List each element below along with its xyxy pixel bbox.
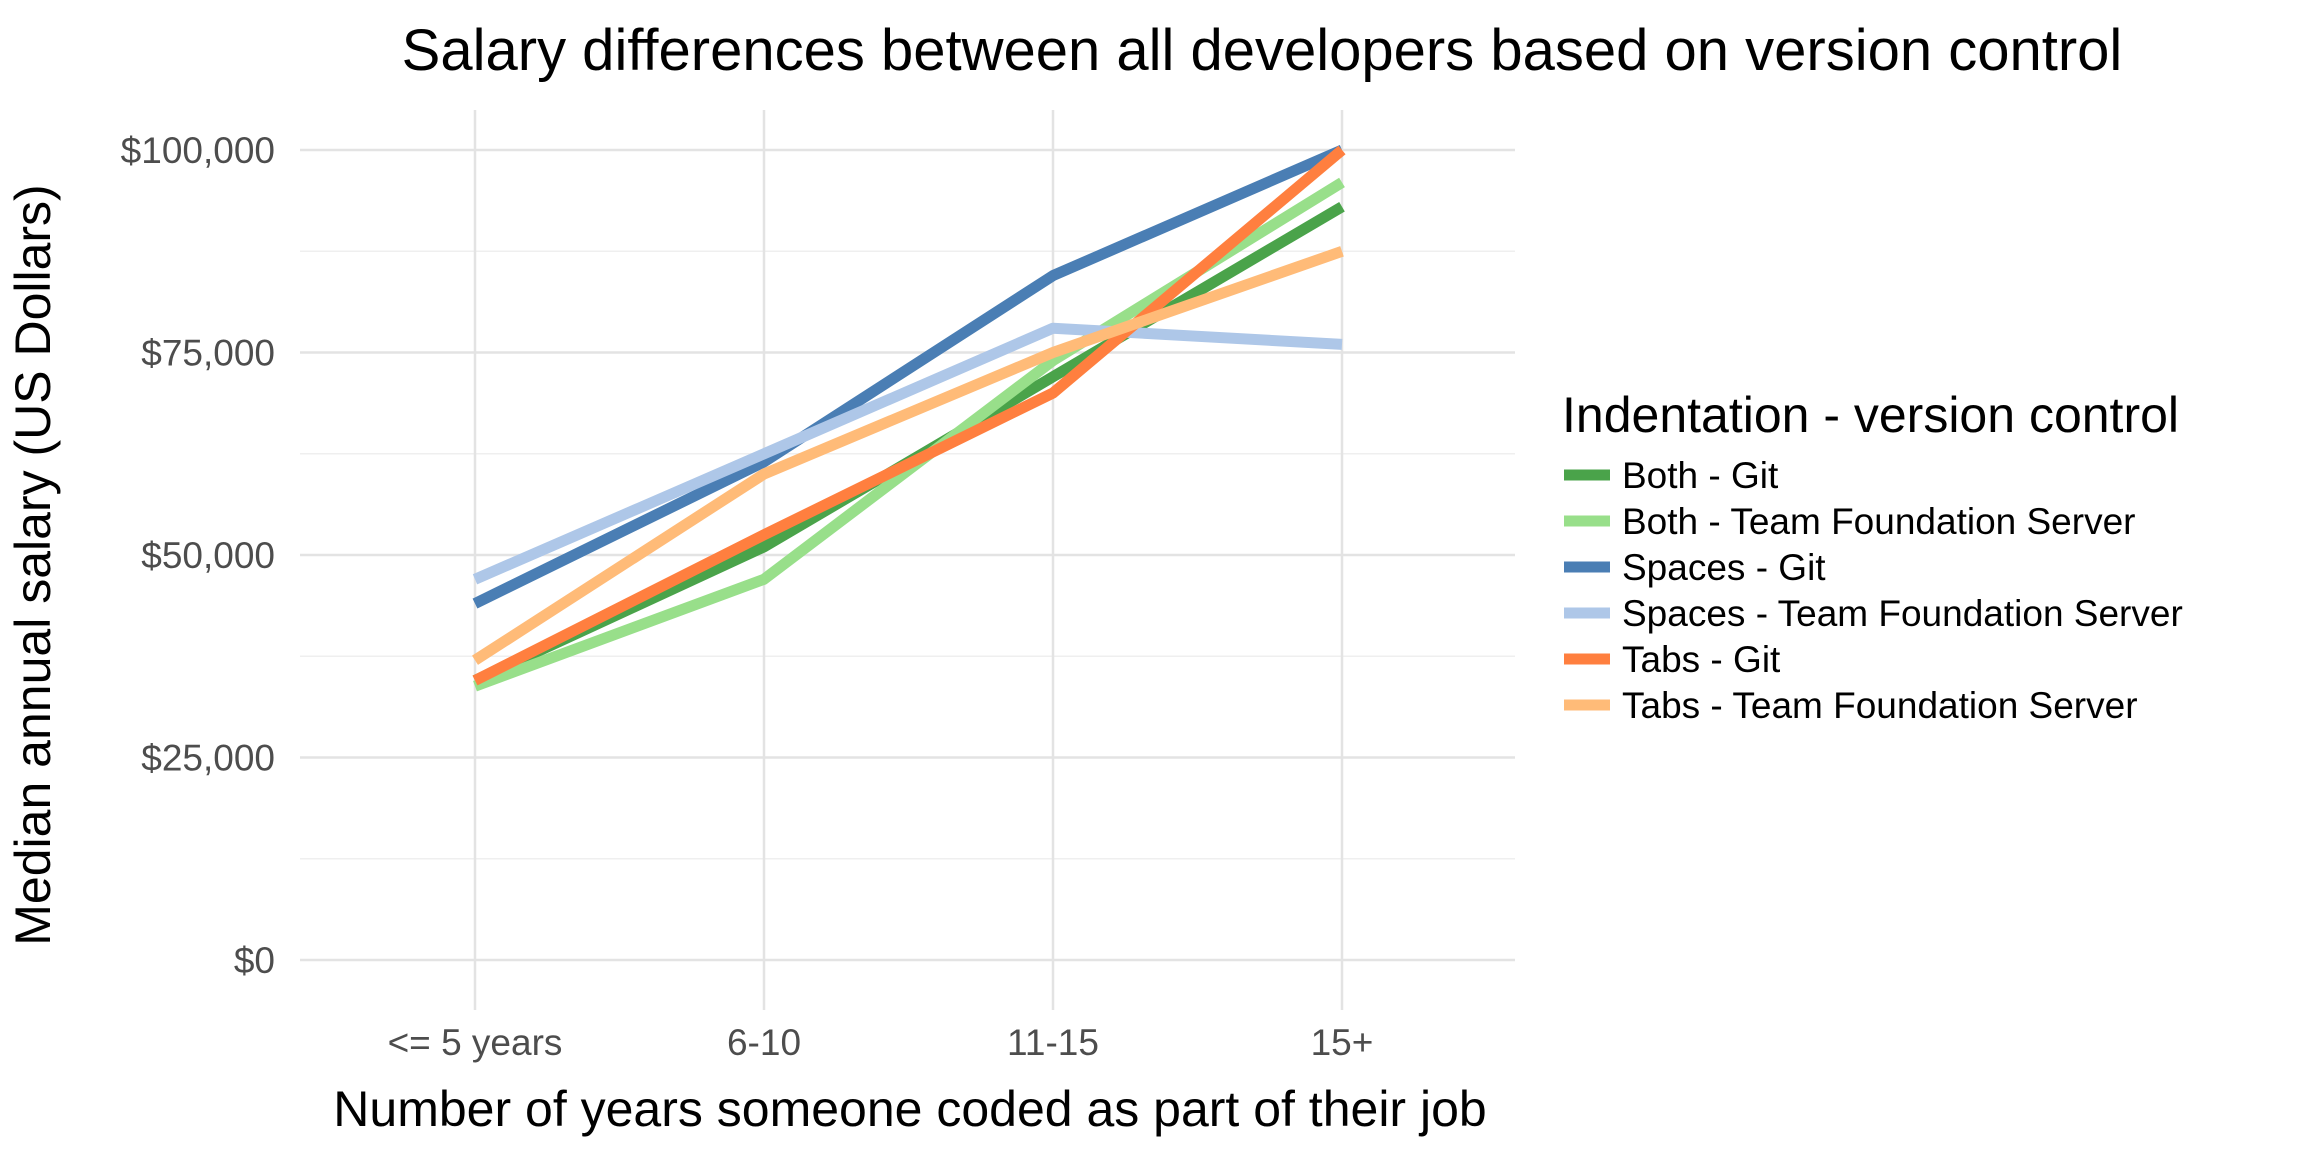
y-axis-title: Median annual salary (US Dollars) — [5, 184, 61, 945]
x-tick-labels: <= 5 years 6-10 11-15 15+ — [388, 1022, 1374, 1063]
x-tick-label: 11-15 — [1007, 1022, 1099, 1063]
legend-label: Spaces - Git — [1622, 547, 1826, 588]
legend-label: Both - Team Foundation Server — [1622, 501, 2135, 542]
series-line-tabs-git — [472, 145, 1346, 686]
legend: Indentation - version control Both - Git… — [1562, 387, 2183, 726]
series-line-spaces-team-foundation-server — [472, 322, 1343, 585]
x-tick-label: 15+ — [1311, 1022, 1374, 1063]
y-tick-label: $0 — [234, 940, 275, 981]
chart-title: Salary differences between all developer… — [402, 18, 2123, 83]
y-tick-label: $50,000 — [141, 535, 275, 576]
y-tick-labels: $0 $25,000 $50,000 $75,000 $100,000 — [121, 130, 275, 981]
legend-label: Both - Git — [1622, 455, 1779, 496]
x-tick-label: <= 5 years — [388, 1022, 563, 1063]
legend-title: Indentation - version control — [1562, 387, 2179, 443]
legend-label: Spaces - Team Foundation Server — [1622, 593, 2183, 634]
series-line-tabs-team-foundation-server — [472, 246, 1344, 665]
legend-items: Both - Git Both - Team Foundation Server S… — [1564, 455, 2183, 726]
y-tick-label: $25,000 — [141, 738, 275, 779]
legend-label: Tabs - Git — [1622, 639, 1781, 680]
series-lines — [472, 144, 1346, 692]
y-tick-label: $100,000 — [121, 130, 275, 171]
series-line-spaces-git — [472, 144, 1345, 609]
y-tick-label: $75,000 — [141, 333, 275, 374]
grid — [300, 110, 1515, 1010]
legend-label: Tabs - Team Foundation Server — [1622, 685, 2138, 726]
x-axis-title: Number of years someone coded as part of… — [333, 1081, 1486, 1137]
x-tick-label: 6-10 — [727, 1022, 801, 1063]
